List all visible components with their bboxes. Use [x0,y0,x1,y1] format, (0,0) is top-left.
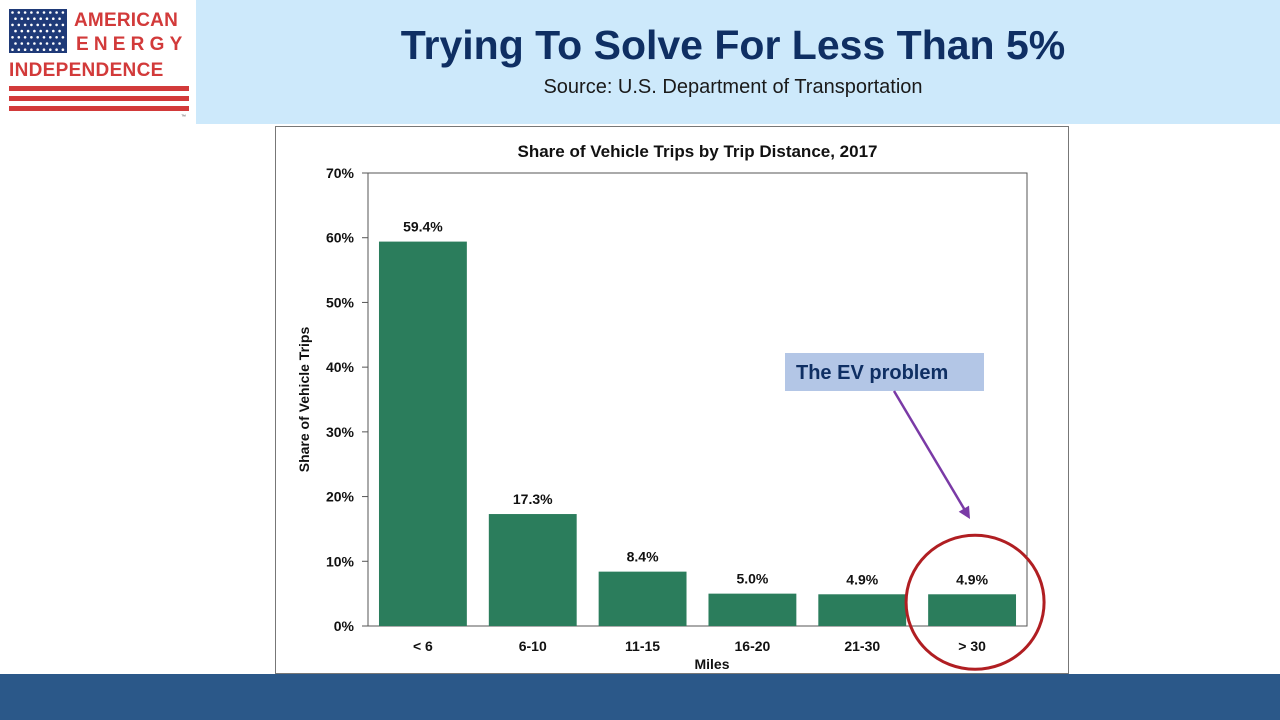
y-tick-label: 0% [334,618,355,634]
slide-source: Source: U.S. Department of Transportatio… [543,76,923,98]
slide-title: Trying To Solve For Less Than 5% [400,22,1066,68]
x-tick-label: < 6 [413,638,433,654]
x-tick-label: 11-15 [625,638,660,654]
y-tick-label: 10% [326,553,355,569]
chart-title: Share of Vehicle Trips by Trip Distance,… [518,142,878,161]
data-label: 5.0% [736,571,768,587]
header-band [0,0,1280,124]
data-label: 59.4% [403,219,443,235]
data-label: 8.4% [627,549,659,565]
logo: AMERICAN ENERGY INDEPENDENCE ™ [0,0,196,124]
logo-stripes [9,86,189,111]
data-label: 4.9% [846,571,878,587]
chart-frame: Share of Vehicle Trips by Trip Distance,… [275,126,1069,674]
x-tick-label: 6-10 [519,638,547,654]
bar [378,241,467,626]
logo-line-2: ENERGY [76,34,188,55]
us-flag-icon [9,9,67,53]
bar-chart: Share of Vehicle Trips by Trip Distance,… [296,142,1028,672]
x-tick-label: 21-30 [844,638,880,654]
y-axis-label: Share of Vehicle Trips [296,327,312,473]
y-tick-label: 20% [326,489,355,505]
y-tick-label: 40% [326,359,355,375]
logo-line-1: AMERICAN [74,10,178,31]
x-axis-label: Miles [694,656,729,672]
logo-trademark: ™ [181,114,186,120]
bar [928,594,1017,626]
logo-line-3: INDEPENDENCE [9,60,164,81]
x-tick-label: 16-20 [735,638,771,654]
y-tick-label: 60% [326,230,355,246]
bar [818,594,907,626]
x-tick-label: > 30 [958,638,986,654]
bar [488,514,577,626]
plot-area-border [367,172,1028,627]
y-tick-label: 70% [326,165,355,181]
y-tick-label: 50% [326,294,355,310]
y-tick-label: 30% [326,424,355,440]
footer-band [0,674,1280,720]
bar [708,593,797,626]
bar [598,571,687,626]
data-label: 4.9% [956,571,988,587]
data-label: 17.3% [513,491,553,507]
